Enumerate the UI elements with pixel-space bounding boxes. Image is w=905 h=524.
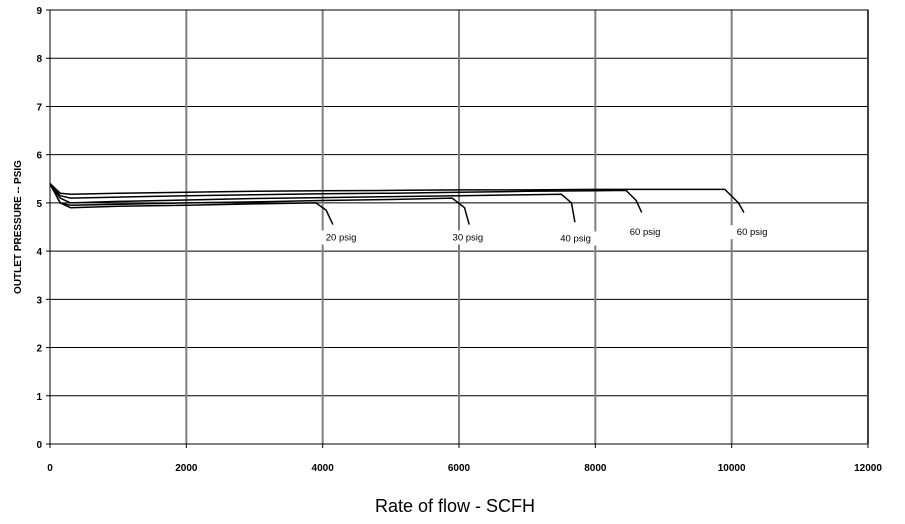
- y-tick-label: 4: [36, 247, 42, 258]
- y-tick-label: 1: [36, 392, 42, 403]
- annotation-label: 60 psig: [630, 227, 661, 238]
- series-line-2: [49, 183, 576, 223]
- annotation-bg: [317, 230, 366, 245]
- y-tick-label: 6: [36, 151, 42, 162]
- x-tick-label: 12000: [854, 463, 882, 474]
- x-tick-label: 0: [47, 463, 53, 474]
- plot-frame: [49, 9, 869, 445]
- annotations: 20 psig 30 psig 40 psig 60 psig 60 psig: [317, 225, 777, 246]
- x-tick-label: 8000: [584, 463, 607, 474]
- series-lines: [49, 183, 745, 225]
- x-axis-label: Rate of flow - SCFH: [375, 496, 535, 516]
- series-line-1: [49, 183, 470, 225]
- y-tick-label: 2: [36, 344, 42, 355]
- y-axis-label: OUTLET PRESSURE -- PSIG: [13, 160, 24, 294]
- x-tick-label: 10000: [718, 463, 746, 474]
- annotation-label: 20 psig: [326, 233, 357, 244]
- series-line-0: [49, 183, 334, 225]
- y-tick-label: 0: [36, 440, 42, 451]
- y-tick-label: 5: [36, 199, 42, 210]
- y-tick-label: 8: [36, 54, 42, 65]
- y-tick-label: 9: [36, 6, 42, 17]
- annotation-bg: [621, 225, 670, 240]
- annotation-bg: [551, 231, 600, 246]
- annotation-label: 40 psig: [560, 233, 591, 244]
- y-tick-label: 7: [36, 102, 42, 113]
- x-tick-label: 2000: [175, 463, 198, 474]
- series-line-4: [49, 183, 745, 213]
- annotation-bg: [728, 225, 777, 240]
- tick-labels: 0 1 2 3 4 5 6 7 8 9 0 2000 4000 6000 8000 10000 12000: [36, 6, 882, 474]
- annotation-bg: [443, 230, 492, 245]
- annotation-label: 30 psig: [453, 233, 484, 244]
- annotation-label: 60 psig: [737, 227, 768, 238]
- y-tick-label: 3: [36, 295, 42, 306]
- series-line-3: [49, 183, 643, 213]
- x-tick-label: 4000: [312, 463, 335, 474]
- x-tick-label: 6000: [448, 463, 471, 474]
